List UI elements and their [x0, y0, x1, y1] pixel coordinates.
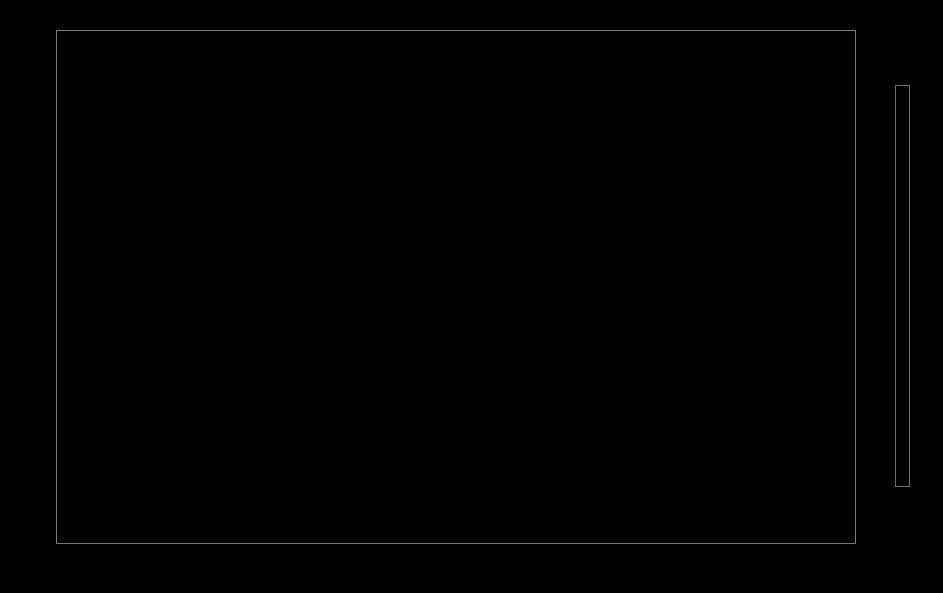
plot-border-bottom — [56, 543, 856, 544]
plot-border-top — [56, 30, 856, 31]
freq-axis-title — [7, 229, 21, 349]
spectrogram-channel-1 — [57, 31, 855, 288]
plot-border-right — [855, 30, 856, 544]
plot-border-left — [56, 30, 57, 544]
spectrogram-channel-2 — [57, 288, 855, 543]
colorbar-gradient — [895, 85, 910, 487]
